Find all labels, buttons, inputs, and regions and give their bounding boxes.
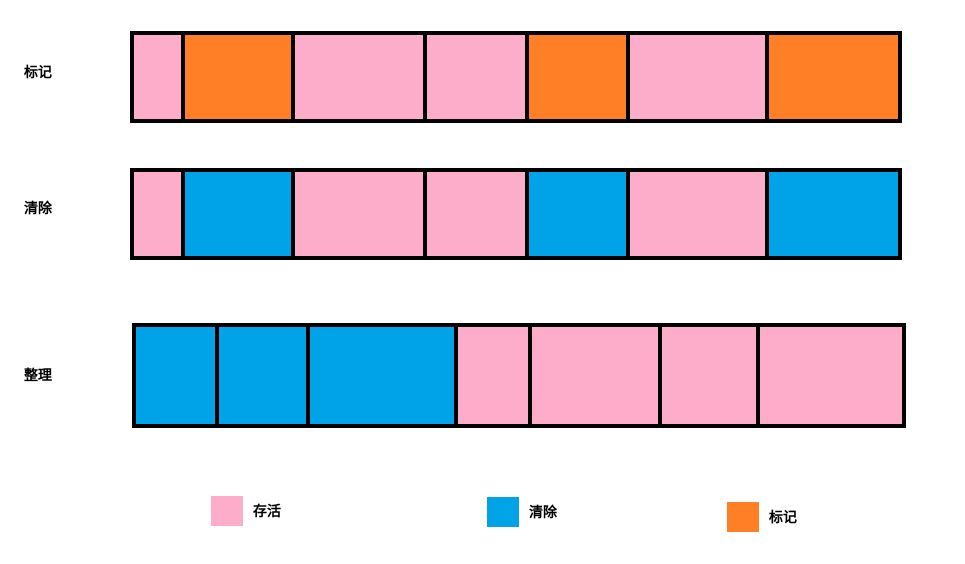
memory-cell-live [427,172,529,256]
memory-cell-cleared [310,327,458,424]
legend-item-marked: 标记 [727,502,797,532]
memory-cell-marked [529,35,630,119]
memory-cell-live [295,35,427,119]
memory-cell-cleared [136,327,219,424]
legend-item-live: 存活 [211,496,281,526]
memory-cell-live [630,35,769,119]
memory-cell-cleared [219,327,310,424]
memory-cell-cleared [185,172,295,256]
row-label-compact: 整理 [24,368,52,384]
memory-strip-sweep [130,168,902,260]
memory-cell-cleared [769,172,898,256]
row-label-mark: 标记 [24,65,52,81]
memory-cell-live [295,172,427,256]
memory-cell-live [532,327,662,424]
memory-cell-live [427,35,529,119]
memory-cell-live [760,327,902,424]
memory-cell-marked [185,35,295,119]
legend-swatch-live [211,496,243,526]
memory-strip-mark [130,31,902,123]
legend-label-live: 存活 [253,504,281,520]
legend-item-cleared: 清除 [487,497,557,527]
memory-cell-live [134,172,185,256]
legend-label-marked: 标记 [769,510,797,526]
memory-cell-live [630,172,769,256]
memory-cell-live [458,327,532,424]
legend-swatch-marked [727,502,759,532]
memory-cell-cleared [529,172,630,256]
memory-cell-live [134,35,185,119]
row-label-sweep: 清除 [24,201,52,217]
legend-label-cleared: 清除 [529,505,557,521]
memory-cell-marked [769,35,898,119]
memory-strip-compact [132,323,906,428]
memory-cell-live [662,327,760,424]
legend-swatch-cleared [487,497,519,527]
